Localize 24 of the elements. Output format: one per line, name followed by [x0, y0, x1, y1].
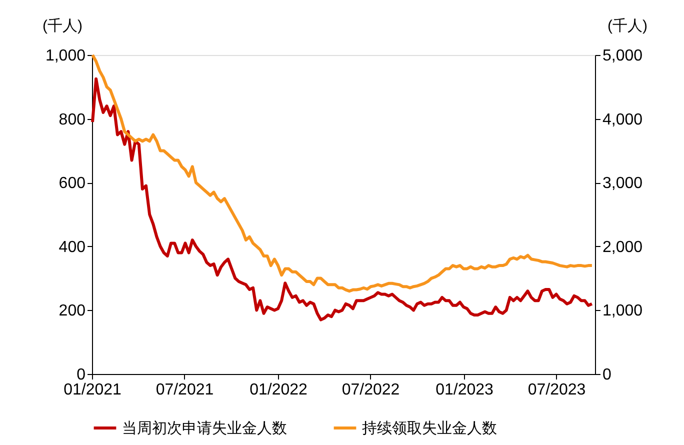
y2-tick-label: 1,000 — [602, 302, 643, 320]
line-series — [91, 77, 594, 322]
y2-tick-label: 4,000 — [602, 111, 643, 128]
y-axis-title: (千人) — [42, 18, 82, 34]
x-tick-label: 07/2022 — [342, 382, 400, 398]
y2-tick-label: 2,000 — [602, 238, 643, 256]
y2-tick-label: 5,000 — [602, 48, 643, 64]
x-tick-label: 01/2022 — [250, 382, 308, 398]
y-tick-label: 400 — [58, 238, 86, 256]
x-tick-label: 01/2021 — [64, 382, 122, 398]
legend-label: 当周初次申请失业金人数 — [122, 420, 287, 437]
x-tick-label: 01/2023 — [436, 382, 494, 398]
y-tick-label: 600 — [58, 175, 86, 192]
y-tick-label: 0 — [76, 366, 86, 384]
y2-tick-label: 0 — [602, 366, 612, 384]
y-tick-label: 200 — [58, 302, 86, 320]
x-tick-label: 07/2023 — [528, 382, 586, 398]
y-tick-label: 800 — [58, 111, 86, 128]
legend-label: 持续领取失业金人数 — [362, 420, 497, 437]
x-tick-label: 07/2021 — [156, 382, 214, 398]
y2-tick-label: 3,000 — [602, 175, 643, 192]
y2-axis-title: (千人) — [608, 18, 648, 34]
line-series — [91, 54, 594, 293]
y-tick-label: 1,000 — [45, 48, 86, 64]
